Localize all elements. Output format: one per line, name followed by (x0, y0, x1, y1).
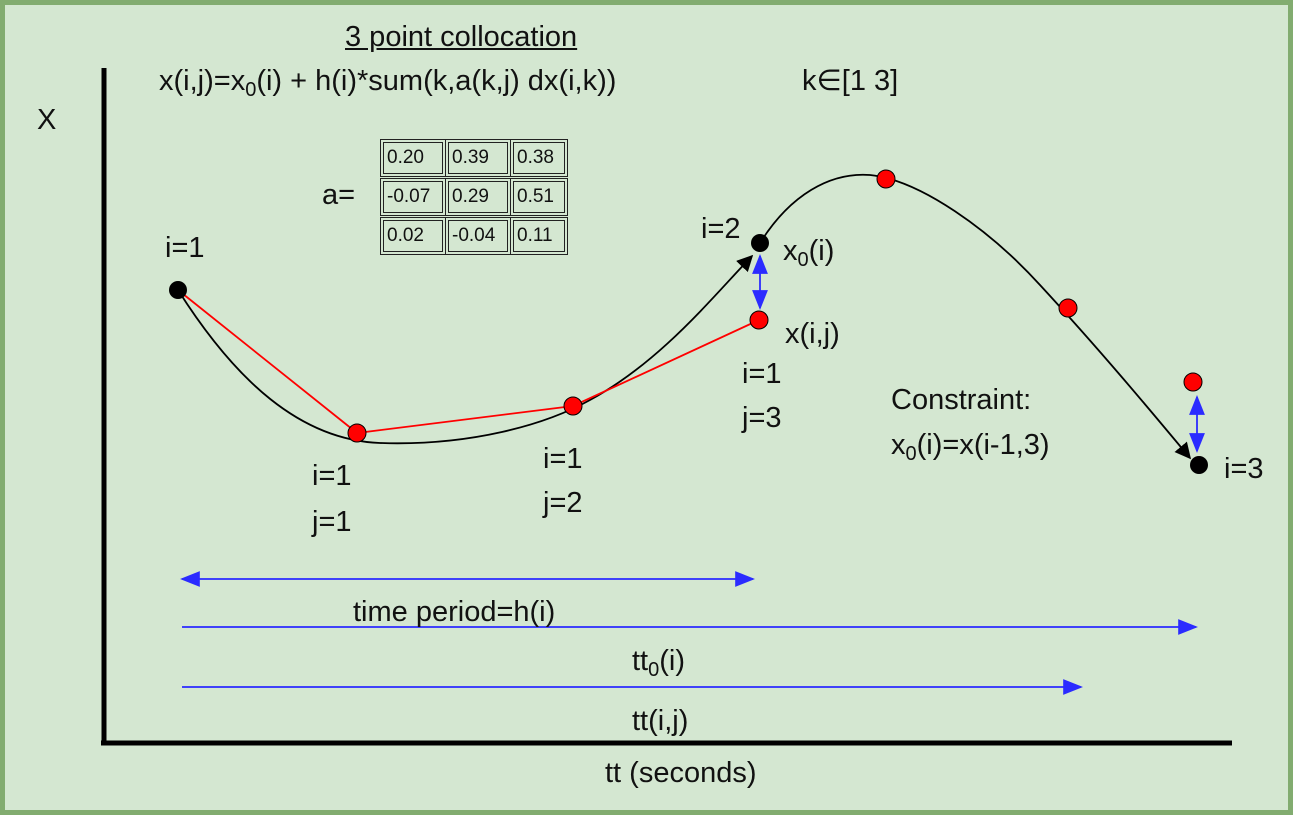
period-label: time period=h(i) (353, 596, 556, 628)
tt0-tail: (i) (659, 645, 686, 677)
constraint-tail: (i)=x(i-1,3) (916, 429, 1050, 461)
label-i1: i=1 (165, 232, 205, 264)
diagram-graphic (101, 68, 1232, 746)
matrix-cell: -0.07 (380, 178, 446, 216)
matrix-cell: 0.02 (380, 217, 446, 255)
diagram-title: 3 point collocation (345, 21, 578, 53)
ttij-label: tt(i,j) (632, 705, 689, 737)
tt0-subscript: 0 (648, 659, 660, 681)
x-axis-label: tt (seconds) (605, 757, 757, 789)
formula-subscript: 0 (245, 79, 257, 101)
collocation-line (177, 289, 760, 434)
label-c2-j: j=2 (543, 487, 583, 519)
constraint-equation: x0(i)=x(i-1,3) (891, 429, 1050, 465)
node-point-i2 (751, 234, 769, 252)
coefficient-matrix: 0.20 0.39 0.38 -0.07 0.29 0.51 0.02 -0.0… (380, 139, 568, 255)
label-x0: x0(i) (783, 235, 835, 271)
label-i3: i=3 (1224, 453, 1264, 485)
constraint-subscript: 0 (905, 443, 917, 465)
tt0-main: tt (632, 645, 649, 677)
x0-main: x (783, 235, 798, 267)
trajectory-segment-2 (759, 173, 1192, 460)
matrix-cell: -0.04 (445, 217, 511, 255)
collocation-point-1-3 (749, 310, 769, 330)
matrix-cell: 0.51 (510, 178, 568, 216)
label-c3-j: j=3 (742, 402, 782, 434)
trajectory-segment-1 (177, 254, 754, 445)
collocation-point-1-2 (563, 396, 583, 416)
formula: x(i,j)=x0(i) + h(i)*sum(k,a(k,j) dx(i,k)… (159, 65, 617, 101)
collocation-point-2-3 (1183, 372, 1203, 392)
collocation-point-2-2 (1058, 298, 1078, 318)
node-point-i3 (1190, 456, 1208, 474)
x0-tail: (i) (808, 235, 835, 267)
label-c1-i: i=1 (312, 460, 352, 492)
matrix-cell: 0.39 (445, 139, 511, 177)
collocation-point-2-1 (876, 169, 896, 189)
k-range: k∈[1 3] (802, 65, 899, 97)
label-c2-i: i=1 (543, 443, 583, 475)
x0-subscript: 0 (797, 249, 809, 271)
matrix-label: a= (322, 179, 356, 211)
tt0-label: tt0(i) (632, 645, 686, 681)
formula-part-2: (i) + h(i)*sum(k,a(k,j) dx(i,k)) (256, 65, 617, 97)
label-c3-i: i=1 (742, 358, 782, 390)
constraint-main: x (891, 429, 906, 461)
formula-part-1: x(i,j)=x (159, 65, 246, 97)
label-i2: i=2 (701, 213, 741, 245)
constraint-heading: Constraint: (891, 384, 1032, 416)
label-c1-j: j=1 (312, 506, 352, 538)
y-axis-label: X (37, 104, 57, 136)
matrix-cell: 0.29 (445, 178, 511, 216)
collocation-point-1-1 (347, 423, 367, 443)
label-xij: x(i,j) (785, 318, 840, 350)
node-point-i1 (169, 281, 187, 299)
matrix-cell: 0.11 (510, 217, 568, 255)
matrix-cell: 0.38 (510, 139, 568, 177)
matrix-cell: 0.20 (380, 139, 446, 177)
